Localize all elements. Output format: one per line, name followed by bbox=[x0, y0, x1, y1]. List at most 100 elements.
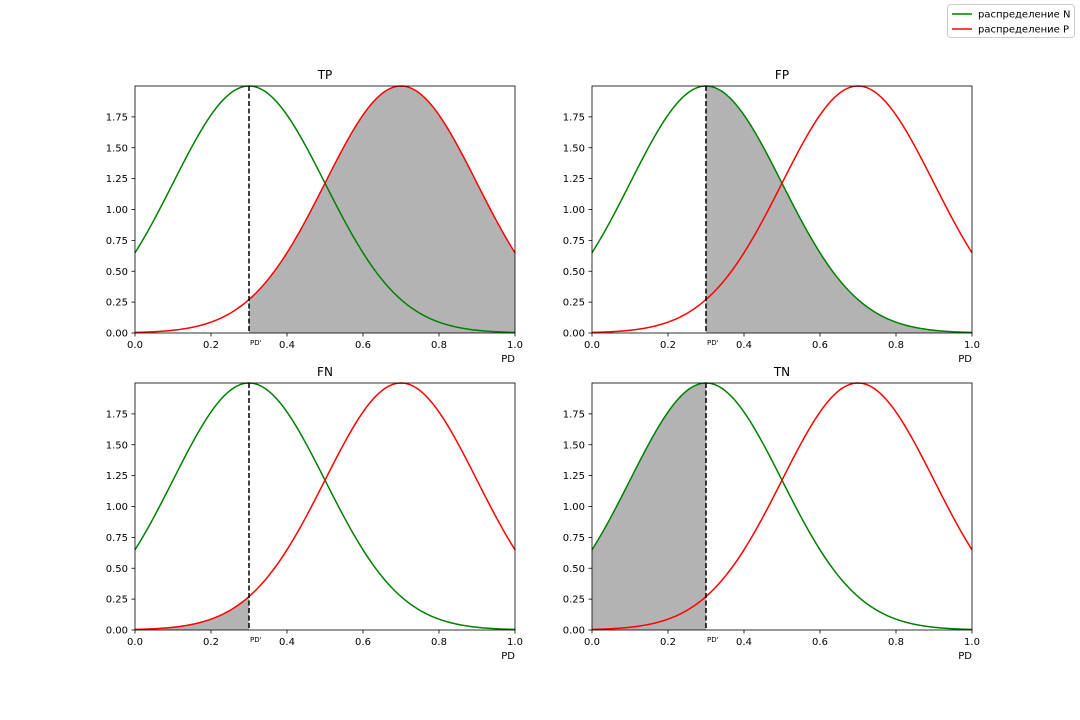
x-tick-label: 1.0 bbox=[964, 637, 980, 648]
y-tick-label: 0.50 bbox=[106, 564, 128, 575]
y-tick-label: 1.00 bbox=[106, 205, 128, 216]
series-line-n bbox=[134, 382, 516, 631]
x-tick-label: 0.6 bbox=[812, 340, 828, 351]
y-tick-label: 0.50 bbox=[563, 564, 585, 575]
curves bbox=[134, 85, 516, 334]
y-tick-label: 1.25 bbox=[563, 471, 585, 482]
y-tick-label: 0.75 bbox=[563, 533, 585, 544]
x-tick-label: 0.0 bbox=[127, 637, 143, 648]
legend: распределение N распределение P bbox=[947, 4, 1075, 38]
panel-tn: 0.0 0.2 0.4 0.6 0.8 1.0 0.00 0.25 0.50 0.75 1.00 1… bbox=[563, 365, 980, 662]
y-tick-label: 0.00 bbox=[563, 329, 585, 340]
y-tick-label: 1.75 bbox=[563, 112, 585, 123]
x-axis-label: PD bbox=[501, 354, 515, 365]
y-tick-label: 1.50 bbox=[106, 440, 128, 451]
x-tick-label: 0.4 bbox=[736, 340, 752, 351]
x-tick-label: 0.0 bbox=[584, 637, 600, 648]
shaded-area bbox=[706, 86, 972, 333]
x-axis-label: PD bbox=[958, 651, 972, 662]
y-tick-label: 1.25 bbox=[106, 174, 128, 185]
x-tick-label: 0.0 bbox=[584, 340, 600, 351]
x-tick-label: 1.0 bbox=[964, 340, 980, 351]
x-axis-ticks: 0.0 0.2 0.4 0.6 0.8 1.0 bbox=[127, 333, 523, 351]
y-tick-label: 0.25 bbox=[563, 595, 585, 606]
x-tick-label: 0.6 bbox=[355, 637, 371, 648]
x-tick-label: 0.6 bbox=[812, 637, 828, 648]
y-tick-label: 0.75 bbox=[106, 236, 128, 247]
x-tick-label: 1.0 bbox=[507, 637, 523, 648]
x-tick-label: 0.0 bbox=[127, 340, 143, 351]
x-axis-label: PD bbox=[958, 354, 972, 365]
x-tick-label: 1.0 bbox=[507, 340, 523, 351]
y-tick-label: 1.25 bbox=[563, 174, 585, 185]
x-tick-label: 0.2 bbox=[203, 637, 219, 648]
y-axis-ticks: 0.00 0.25 0.50 0.75 1.00 1.25 1.50 1.75 bbox=[106, 409, 135, 637]
y-axis-ticks: 0.00 0.25 0.50 0.75 1.00 1.25 1.50 1.75 bbox=[563, 409, 592, 637]
x-tick-label: 0.8 bbox=[431, 637, 447, 648]
series-line-p bbox=[134, 382, 516, 631]
threshold-label: PD' bbox=[707, 636, 719, 644]
x-tick-label: 0.2 bbox=[660, 340, 676, 351]
legend-label-p: распределение P bbox=[978, 25, 1069, 36]
y-tick-label: 0.00 bbox=[563, 626, 585, 637]
curves bbox=[591, 85, 973, 334]
y-tick-label: 1.00 bbox=[563, 502, 585, 513]
y-tick-label: 1.75 bbox=[563, 409, 585, 420]
panel-fp: 0.0 0.2 0.4 0.6 0.8 1.0 0.00 0.25 0.50 0.75 1.00 1… bbox=[563, 68, 980, 365]
threshold-label: PD' bbox=[250, 636, 262, 644]
y-tick-label: 1.25 bbox=[106, 471, 128, 482]
y-tick-label: 1.50 bbox=[563, 143, 585, 154]
y-tick-label: 1.75 bbox=[106, 409, 128, 420]
x-tick-label: 0.2 bbox=[203, 340, 219, 351]
shaded-region-n bbox=[706, 86, 972, 333]
x-axis-ticks: 0.0 0.2 0.4 0.6 0.8 1.0 bbox=[584, 630, 980, 648]
y-tick-label: 0.00 bbox=[106, 329, 128, 340]
y-tick-label: 0.25 bbox=[106, 298, 128, 309]
panel-title: TP bbox=[317, 68, 333, 82]
threshold-label: PD' bbox=[250, 339, 262, 347]
y-tick-label: 1.00 bbox=[106, 502, 128, 513]
threshold-label: PD' bbox=[707, 339, 719, 347]
axes-frame bbox=[134, 382, 516, 631]
x-axis-label: PD bbox=[501, 651, 515, 662]
curves bbox=[134, 382, 516, 631]
panel-title: FN bbox=[317, 365, 333, 379]
y-tick-label: 0.50 bbox=[106, 267, 128, 278]
panel-title: FP bbox=[775, 68, 789, 82]
panel-fn: 0.0 0.2 0.4 0.6 0.8 1.0 0.00 0.25 0.50 0.75 1.00 1… bbox=[106, 365, 523, 662]
y-axis-ticks: 0.00 0.25 0.50 0.75 1.00 1.25 1.50 1.75 bbox=[563, 112, 592, 340]
x-axis-ticks: 0.0 0.2 0.4 0.6 0.8 1.0 bbox=[584, 333, 980, 351]
shaded-area bbox=[249, 86, 515, 334]
curves bbox=[591, 382, 973, 631]
y-tick-label: 0.25 bbox=[563, 298, 585, 309]
x-tick-label: 0.8 bbox=[888, 637, 904, 648]
panel-tp: 0.0 0.2 0.4 0.6 0.8 1.0 0.00 0.25 0.50 0.75 1.00 1… bbox=[106, 68, 523, 365]
plot-frame bbox=[134, 382, 516, 631]
series-line-p bbox=[591, 382, 973, 631]
y-tick-label: 1.75 bbox=[106, 112, 128, 123]
legend-frame bbox=[947, 4, 1075, 38]
y-tick-label: 1.50 bbox=[563, 440, 585, 451]
x-axis-ticks: 0.0 0.2 0.4 0.6 0.8 1.0 bbox=[127, 630, 523, 648]
y-tick-label: 1.00 bbox=[563, 205, 585, 216]
shaded-region-n bbox=[592, 383, 706, 630]
x-tick-label: 0.4 bbox=[279, 637, 295, 648]
y-axis-ticks: 0.00 0.25 0.50 0.75 1.00 1.25 1.50 1.75 bbox=[106, 112, 135, 340]
x-tick-label: 0.8 bbox=[888, 340, 904, 351]
y-tick-label: 0.25 bbox=[106, 595, 128, 606]
x-tick-label: 0.2 bbox=[660, 637, 676, 648]
shaded-area bbox=[592, 383, 706, 630]
panel-title: TN bbox=[773, 365, 790, 379]
y-tick-label: 0.75 bbox=[563, 236, 585, 247]
x-tick-label: 0.4 bbox=[736, 637, 752, 648]
x-tick-label: 0.6 bbox=[355, 340, 371, 351]
y-tick-label: 0.50 bbox=[563, 267, 585, 278]
shaded-region-p bbox=[249, 86, 515, 334]
shaded-region-p bbox=[135, 596, 249, 630]
y-tick-label: 1.50 bbox=[106, 143, 128, 154]
y-tick-label: 0.75 bbox=[106, 533, 128, 544]
y-tick-label: 0.00 bbox=[106, 626, 128, 637]
x-tick-label: 0.8 bbox=[431, 340, 447, 351]
series-line-p bbox=[134, 85, 516, 334]
